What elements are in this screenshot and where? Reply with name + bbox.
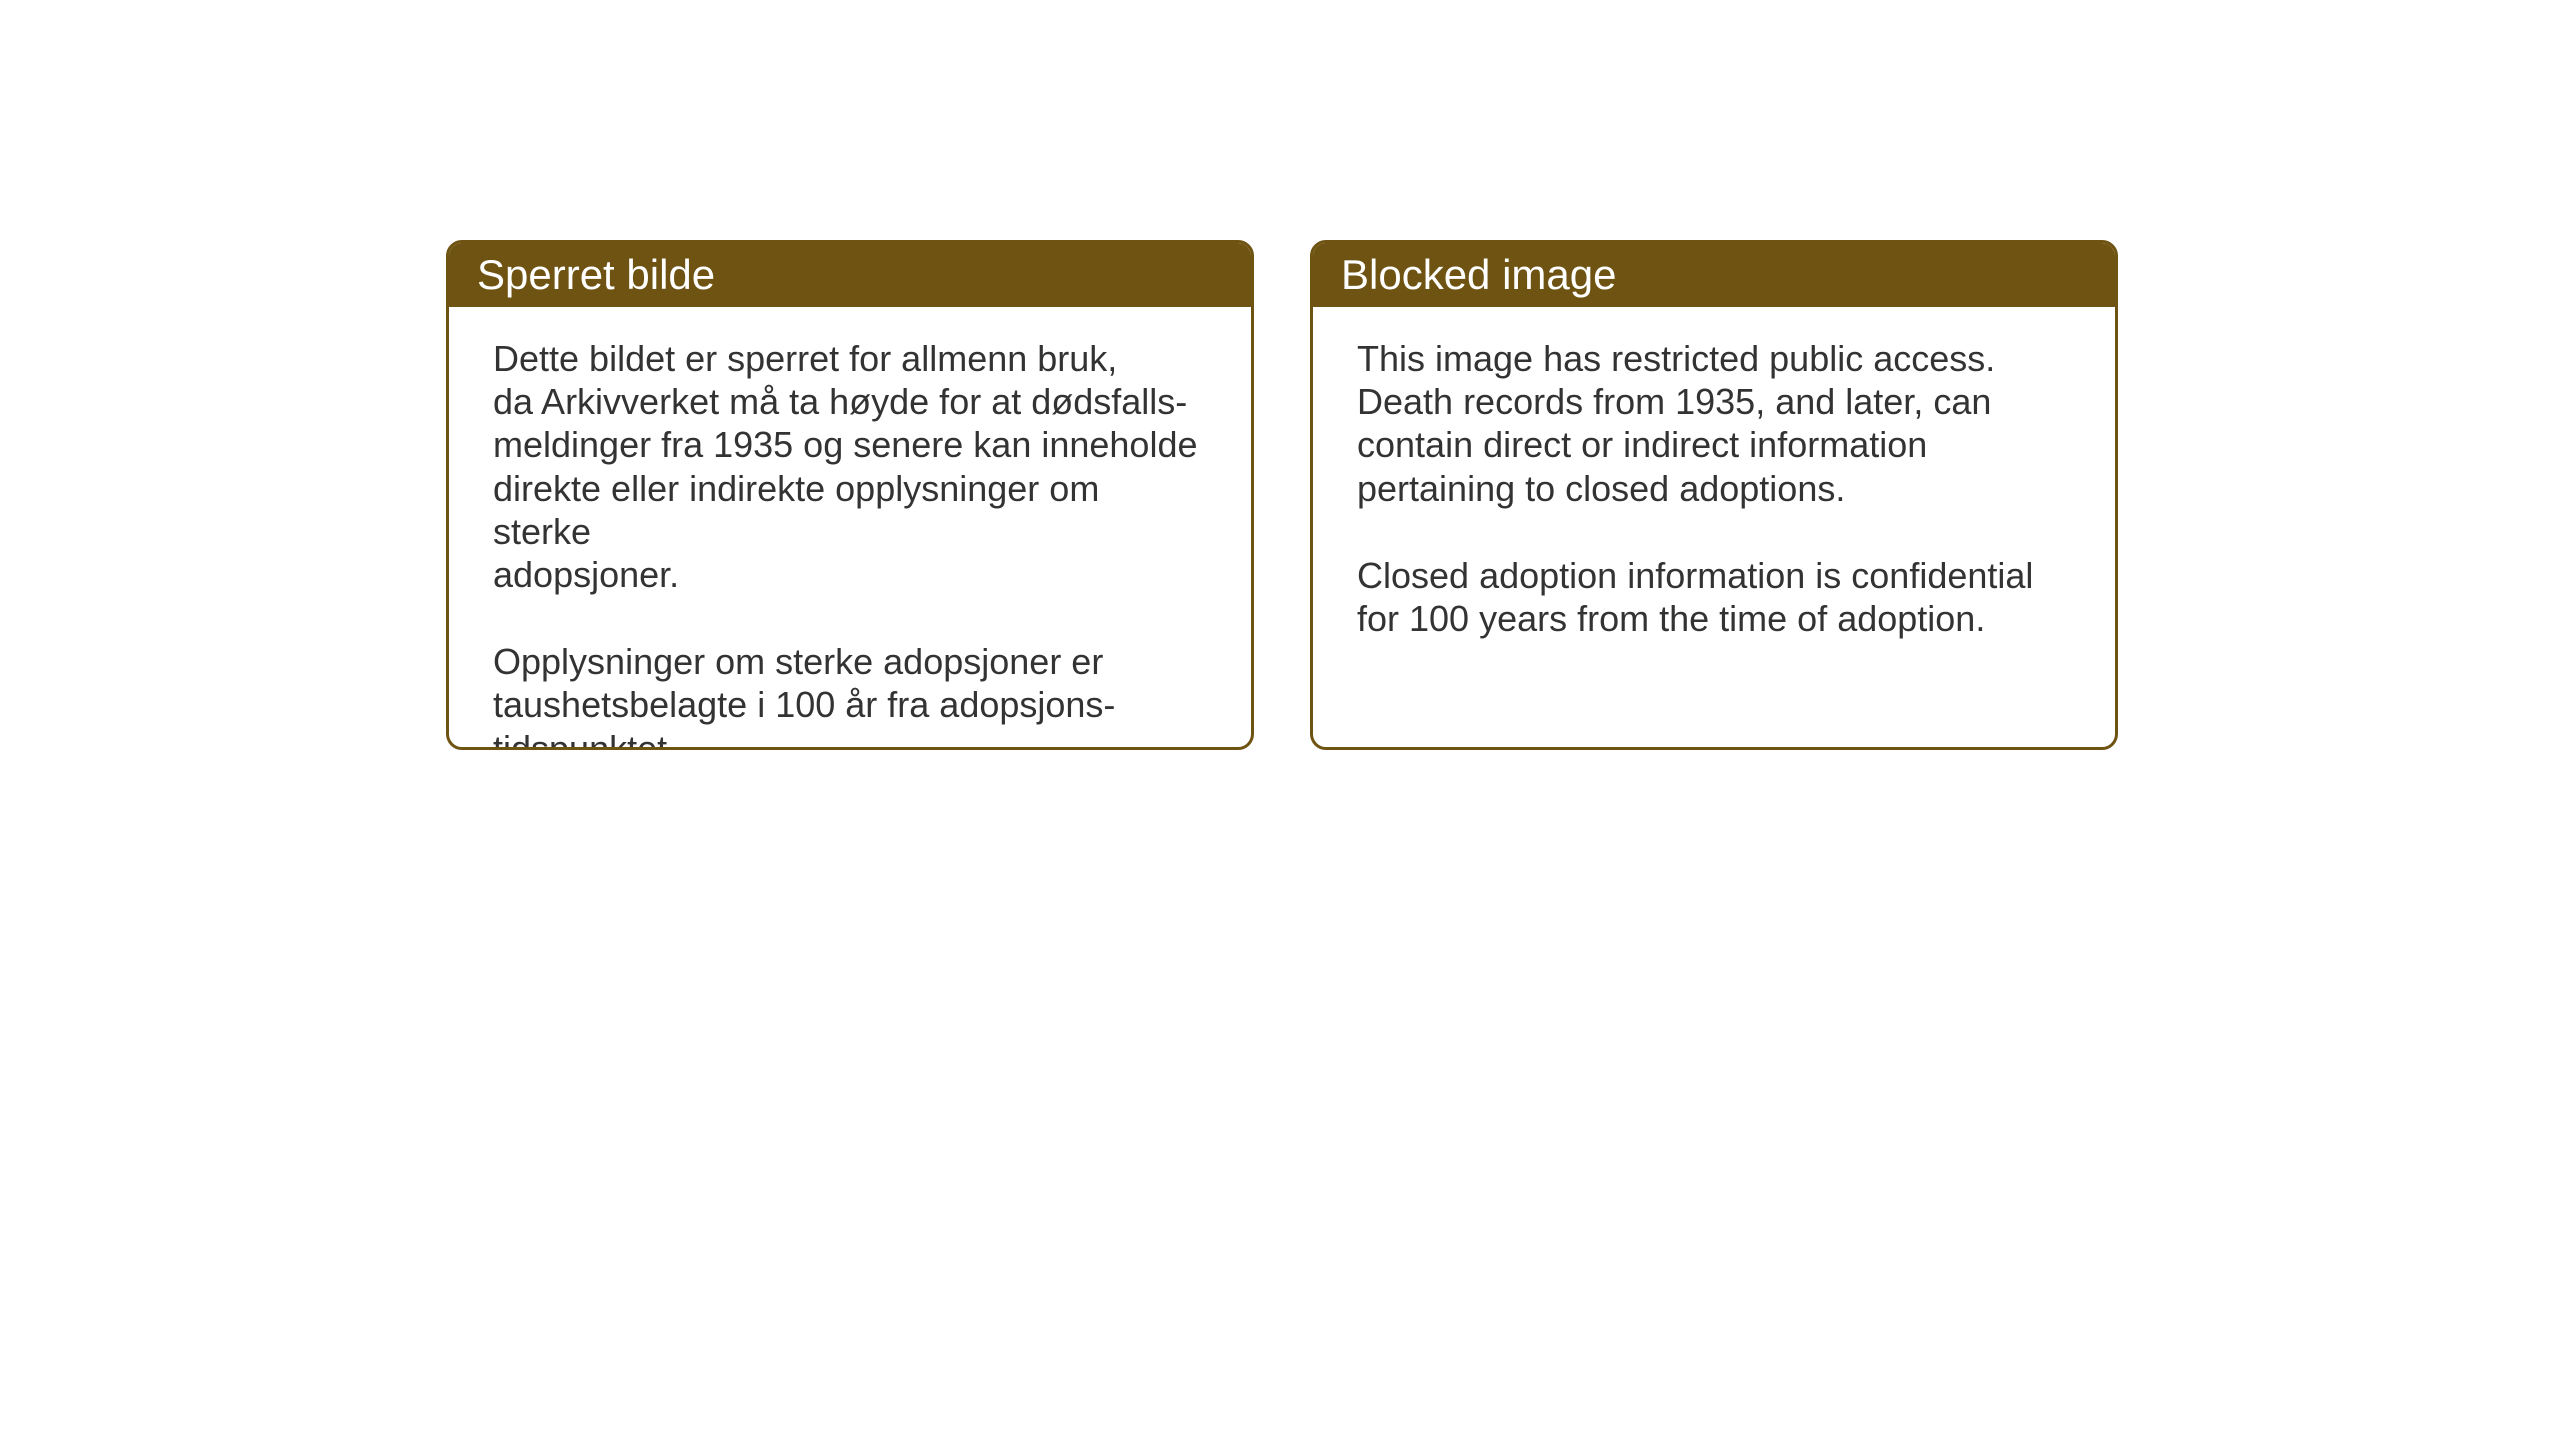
card-paragraph1-norwegian: Dette bildet er sperret for allmenn bruk…	[493, 337, 1207, 596]
card-paragraph1-english: This image has restricted public access.…	[1357, 337, 2071, 510]
notice-container: Sperret bilde Dette bildet er sperret fo…	[446, 240, 2118, 750]
card-title-english: Blocked image	[1341, 251, 1616, 298]
card-body-english: This image has restricted public access.…	[1313, 307, 2115, 670]
card-header-norwegian: Sperret bilde	[449, 243, 1251, 307]
card-paragraph2-english: Closed adoption information is confident…	[1357, 554, 2071, 640]
notice-card-english: Blocked image This image has restricted …	[1310, 240, 2118, 750]
card-title-norwegian: Sperret bilde	[477, 251, 715, 298]
notice-card-norwegian: Sperret bilde Dette bildet er sperret fo…	[446, 240, 1254, 750]
card-paragraph2-norwegian: Opplysninger om sterke adopsjoner ertaus…	[493, 640, 1207, 750]
card-body-norwegian: Dette bildet er sperret for allmenn bruk…	[449, 307, 1251, 750]
card-header-english: Blocked image	[1313, 243, 2115, 307]
